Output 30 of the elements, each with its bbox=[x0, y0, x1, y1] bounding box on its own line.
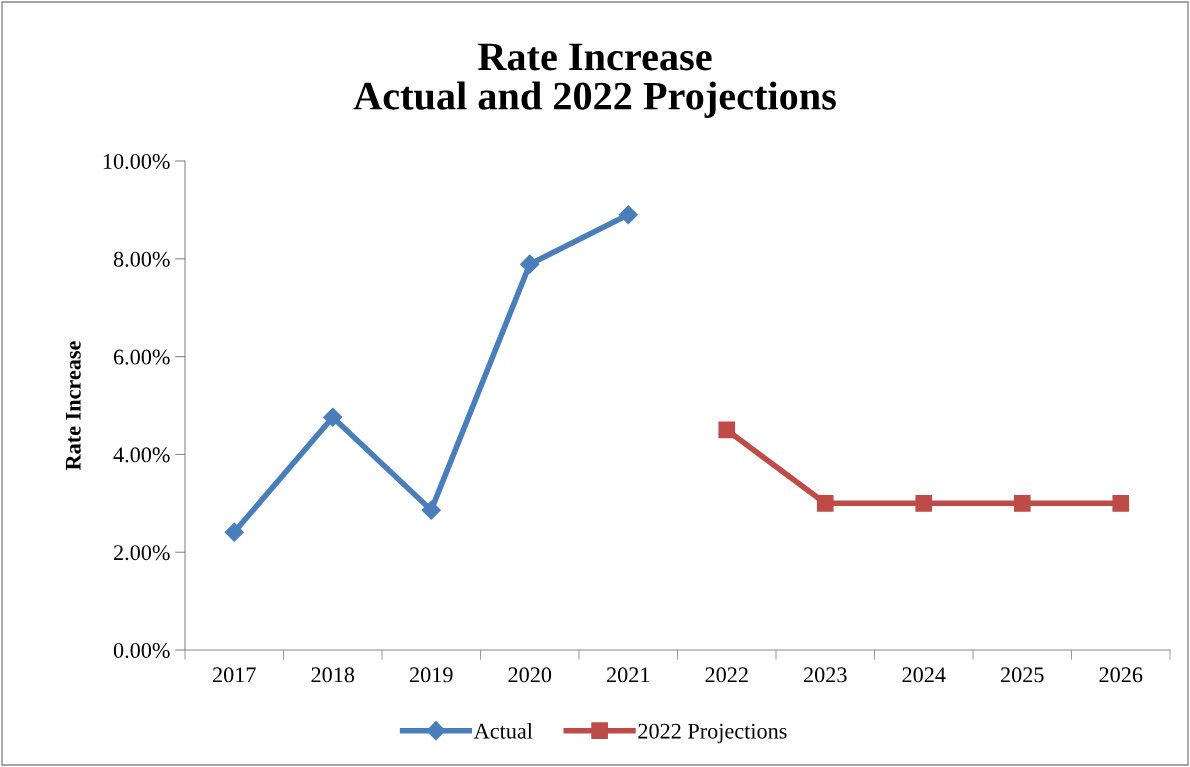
point bbox=[323, 407, 343, 427]
point bbox=[718, 421, 736, 439]
x-tick-label: 2024 bbox=[902, 667, 946, 683]
y-tick-label: 6.00% bbox=[113, 349, 170, 365]
x-tick-label: 2020 bbox=[508, 667, 552, 683]
point bbox=[1013, 494, 1031, 512]
point bbox=[915, 494, 933, 512]
point bbox=[618, 205, 638, 225]
chart-title: Rate Increase Actual and 2022 Projections bbox=[353, 43, 836, 118]
y-tick-label: 10.00% bbox=[103, 153, 170, 170]
x-tick-label: 2023 bbox=[804, 667, 847, 683]
point bbox=[224, 522, 244, 542]
y-tick-label: 8.00% bbox=[113, 251, 170, 267]
legend-label: 2022 Projections bbox=[638, 723, 787, 744]
y-tick-label: 0.00% bbox=[113, 642, 170, 659]
x-tick-label: 2019 bbox=[410, 667, 453, 683]
y-tick-label: 2.00% bbox=[113, 545, 170, 561]
point bbox=[520, 254, 540, 274]
x-tick-label: 2022 bbox=[705, 667, 748, 683]
x-tick-label: 2021 bbox=[607, 667, 650, 683]
x-tick-label: 2018 bbox=[311, 667, 355, 683]
point bbox=[1112, 494, 1130, 512]
x-tick-label: 2025 bbox=[1001, 667, 1044, 683]
legend-label: Actual bbox=[473, 723, 533, 739]
x-tick-label: 2026 bbox=[1099, 667, 1143, 683]
y-tick-label: 4.00% bbox=[113, 447, 170, 463]
point bbox=[816, 494, 834, 512]
x-tick-label: 2017 bbox=[213, 667, 256, 683]
point bbox=[421, 500, 441, 520]
y-axis-title: Rate Increase bbox=[65, 341, 81, 471]
